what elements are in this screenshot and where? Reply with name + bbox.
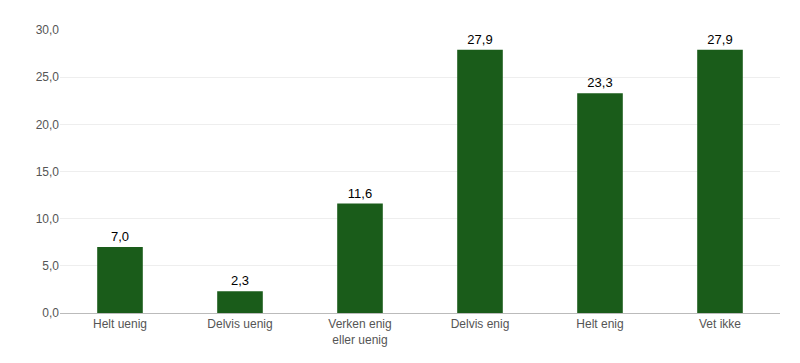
svg-text:23,3: 23,3 xyxy=(587,75,612,90)
svg-text:Delvis uenig: Delvis uenig xyxy=(207,317,272,331)
svg-text:10,0: 10,0 xyxy=(36,212,60,226)
svg-text:27,9: 27,9 xyxy=(707,32,732,47)
svg-text:Vet ikke: Vet ikke xyxy=(699,317,741,331)
svg-text:20,0: 20,0 xyxy=(36,118,60,132)
svg-text:2,3: 2,3 xyxy=(231,273,249,288)
svg-text:15,0: 15,0 xyxy=(36,165,60,179)
svg-text:27,9: 27,9 xyxy=(467,32,492,47)
svg-text:Helt enig: Helt enig xyxy=(576,317,623,331)
svg-text:Helt uenig: Helt uenig xyxy=(93,317,147,331)
svg-text:Verken enigeller uenig: Verken enigeller uenig xyxy=(328,317,391,347)
svg-text:25,0: 25,0 xyxy=(36,70,60,84)
svg-text:11,6: 11,6 xyxy=(348,186,372,201)
svg-text:0,0: 0,0 xyxy=(42,306,59,320)
svg-text:Delvis enig: Delvis enig xyxy=(451,317,510,331)
svg-text:30,0: 30,0 xyxy=(36,23,60,37)
svg-text:7,0: 7,0 xyxy=(111,229,129,244)
svg-text:5,0: 5,0 xyxy=(42,259,59,273)
